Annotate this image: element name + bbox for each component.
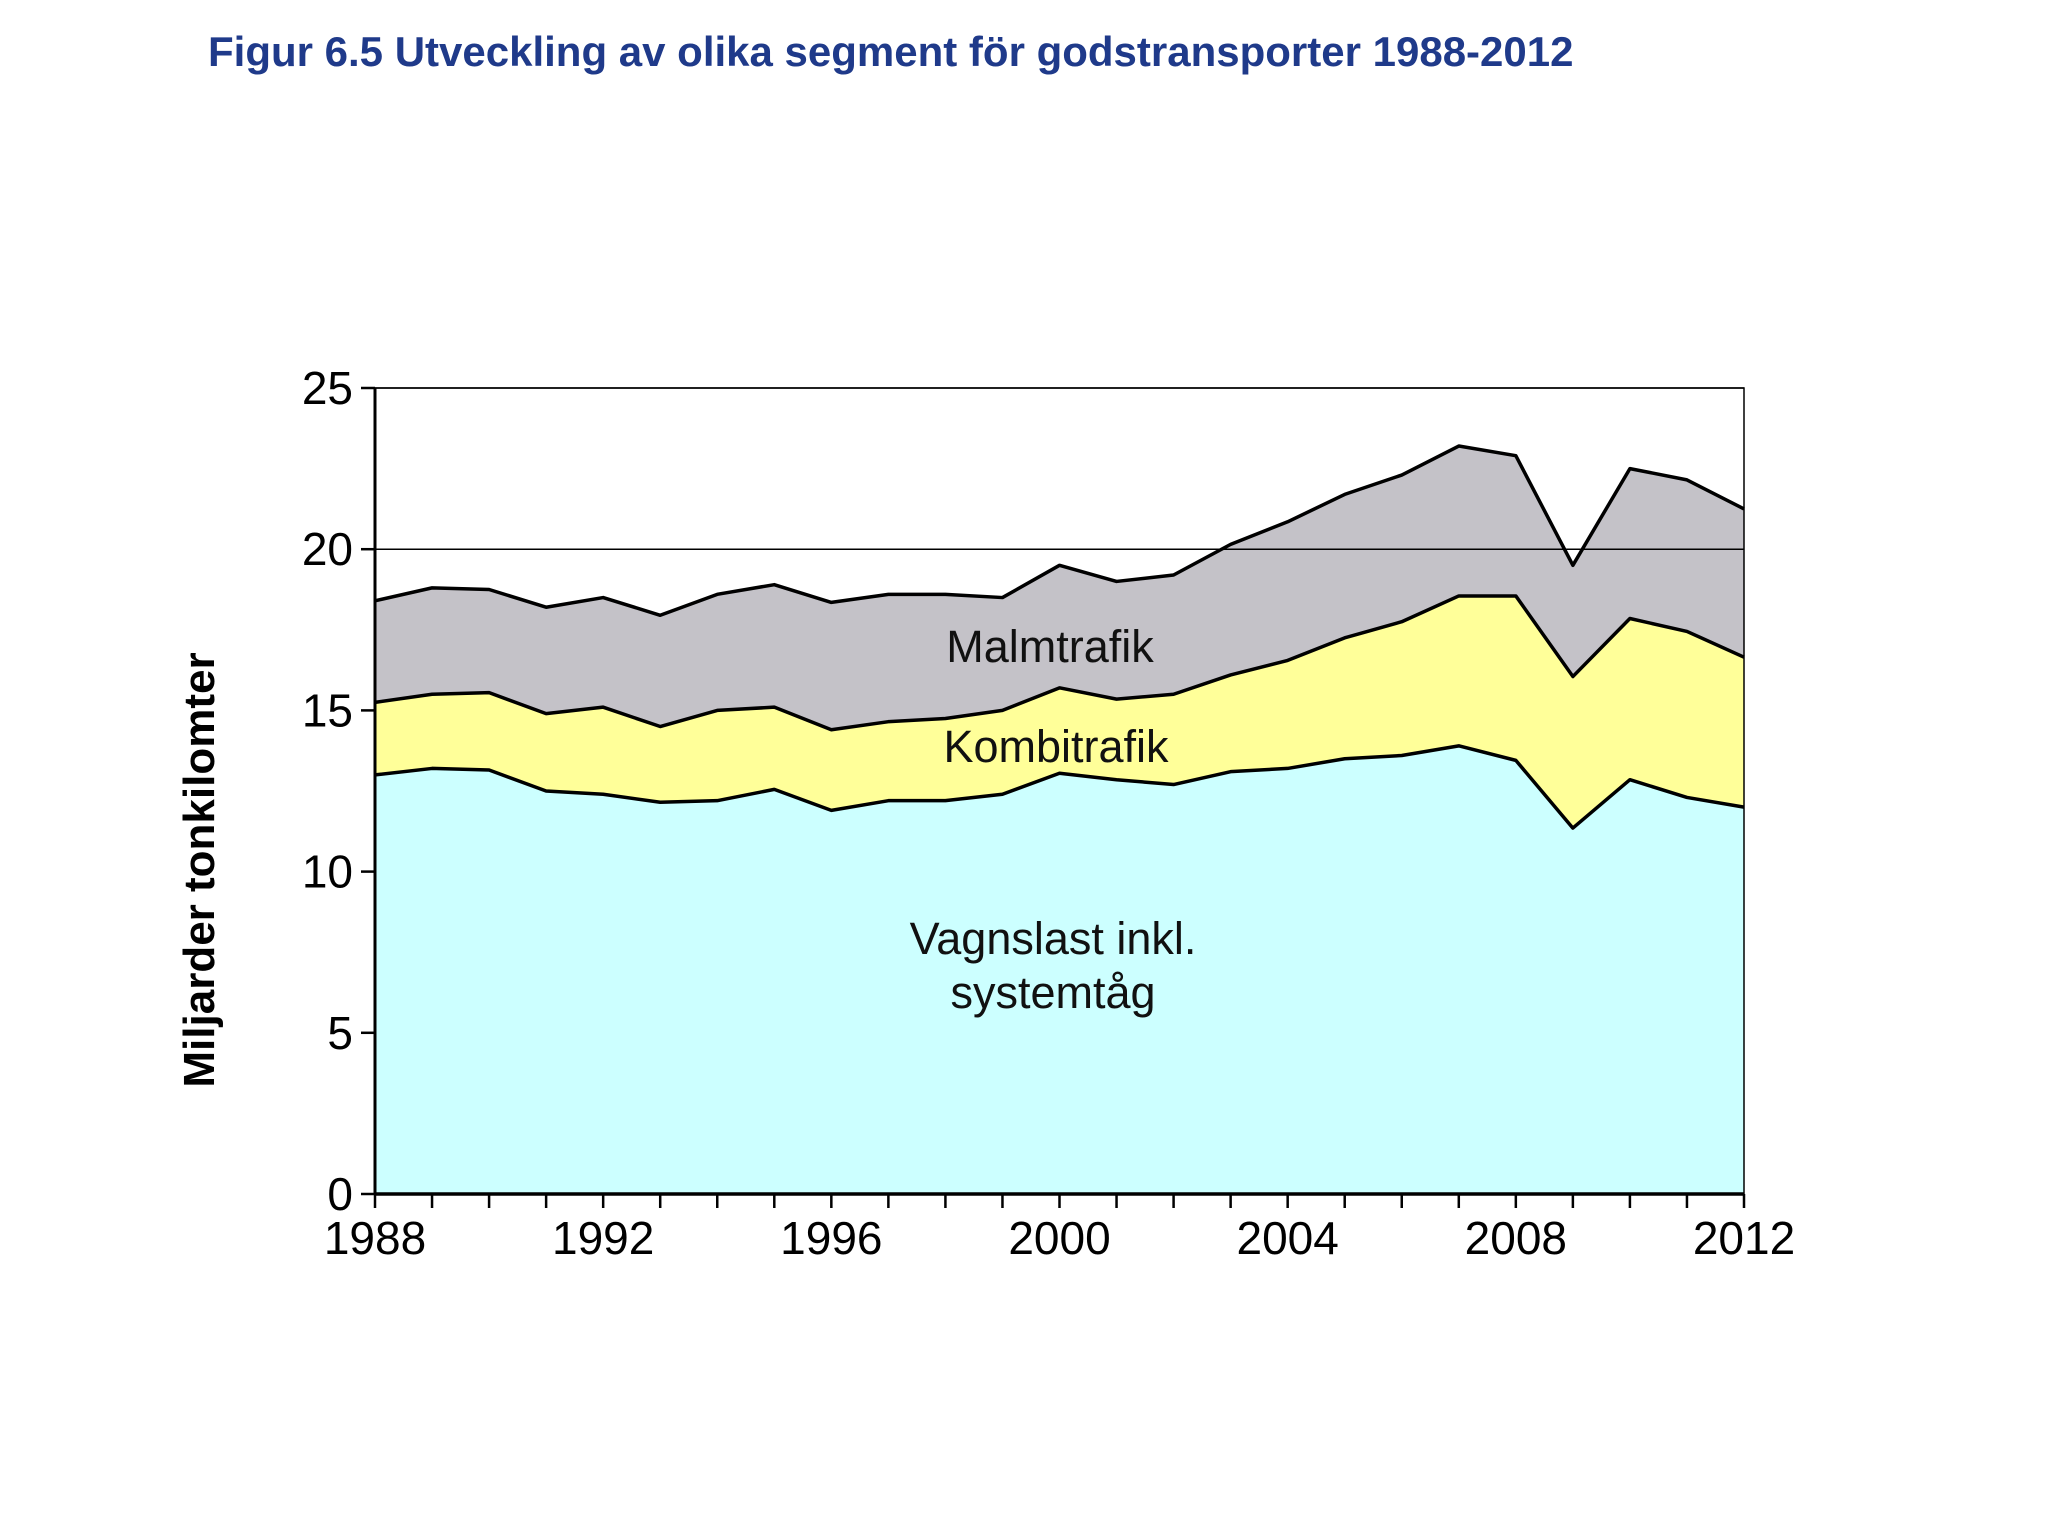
x-tick-label: 1996 — [780, 1212, 882, 1264]
y-tick-label: 20 — [302, 523, 353, 575]
area-label-kombitrafik: Kombitrafik — [943, 721, 1169, 772]
x-tick-label: 2000 — [1008, 1212, 1110, 1264]
x-tick-label: 1992 — [552, 1212, 654, 1264]
x-tick-label: 2008 — [1465, 1212, 1567, 1264]
x-tick-label: 1988 — [324, 1212, 426, 1264]
area-malmtrafik — [375, 446, 1744, 730]
series-line-malmtrafik — [374, 444, 1745, 618]
chart-title: Figur 6.5 Utveckling av olika segment fö… — [208, 28, 1574, 75]
x-tick-label: 2004 — [1236, 1212, 1338, 1264]
series-line-kombitrafik — [374, 594, 1745, 732]
y-tick-label: 0 — [327, 1168, 353, 1220]
y-tick-label: 25 — [302, 362, 353, 414]
area-label-vagnslast: Vagnslast inkl. — [910, 913, 1197, 964]
area-kombitrafik — [375, 595, 1744, 829]
y-tick-label: 10 — [302, 846, 353, 898]
y-tick-label: 15 — [302, 684, 353, 736]
y-tick-label: 5 — [327, 1007, 353, 1059]
y-axis-label: Miljarder tonkilomter — [175, 652, 224, 1087]
series-line-vagnslast-inkl-systemt-g — [374, 744, 1745, 830]
area-label-malmtrafik: Malmtrafik — [946, 621, 1154, 672]
area-vagnslast-inkl-systemt-g — [375, 745, 1744, 1194]
x-tick-label: 2012 — [1693, 1212, 1795, 1264]
area-label-vagnslast: systemtåg — [950, 967, 1155, 1018]
plot-area: 0 5 10 15 20 25 1988 1992 1996 2000 2004 2008 2012 Ma… — [302, 362, 1795, 1264]
